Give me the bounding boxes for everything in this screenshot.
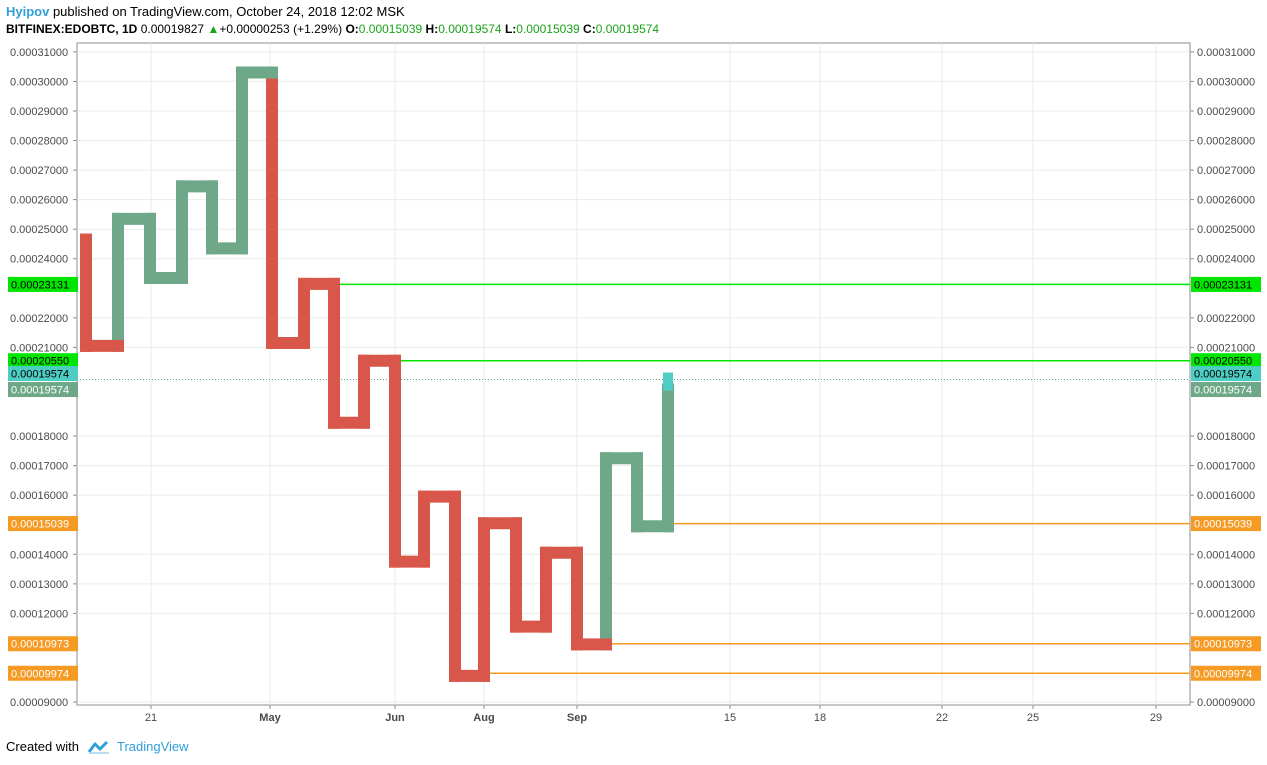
published-text: published on TradingView.com, October 24… bbox=[49, 4, 405, 19]
y-axis-tick-label-right: 0.00009000 bbox=[1197, 697, 1255, 709]
level-price-tag: 0.00009974 bbox=[11, 668, 69, 680]
y-axis-tick-label-right: 0.00016000 bbox=[1197, 490, 1255, 502]
open-label: O: bbox=[345, 22, 359, 36]
x-axis-tick-label: 21 bbox=[145, 712, 157, 724]
last-price-tag: 0.00019574 bbox=[1194, 369, 1252, 381]
level-price-tag: 0.00015039 bbox=[1194, 519, 1252, 531]
level-price-tag-bg bbox=[1191, 276, 1261, 292]
level-price-tag: 0.00010973 bbox=[11, 639, 69, 651]
price-change: +0.00000253 (+1.29%) bbox=[219, 22, 343, 36]
y-axis-tick-label-right: 0.00029000 bbox=[1197, 106, 1255, 118]
y-axis-tick-label-left: 0.00029000 bbox=[10, 106, 68, 118]
y-axis-tick-label-right: 0.00028000 bbox=[1197, 136, 1255, 148]
y-axis-tick-label-left: 0.00030000 bbox=[10, 76, 68, 88]
y-axis-tick-label-right: 0.00017000 bbox=[1197, 461, 1255, 473]
close-price-tag: 0.00019574 bbox=[1194, 385, 1252, 397]
y-axis-tick-label-right: 0.00030000 bbox=[1197, 76, 1255, 88]
high-label: H: bbox=[425, 22, 439, 36]
y-axis-tick-label-right: 0.00018000 bbox=[1197, 431, 1255, 443]
x-axis-tick-label: 25 bbox=[1027, 712, 1039, 724]
level-price-tag-bg bbox=[1191, 636, 1261, 652]
plot-area bbox=[76, 42, 1191, 706]
level-price-tag-bg bbox=[8, 276, 78, 292]
y-axis-tick-label-left: 0.00012000 bbox=[10, 608, 68, 620]
y-axis-tick-label-right: 0.00021000 bbox=[1197, 342, 1255, 354]
level-price-tag-bg bbox=[8, 353, 78, 369]
x-axis-tick-label: 18 bbox=[814, 712, 826, 724]
y-axis-tick-label-left: 0.00013000 bbox=[10, 579, 68, 591]
created-with-text: Created with bbox=[6, 739, 79, 754]
y-axis-tick-label-right: 0.00024000 bbox=[1197, 254, 1255, 266]
level-price-tag: 0.00009974 bbox=[1194, 668, 1252, 680]
close-price-tag-bg bbox=[1191, 382, 1261, 398]
x-axis-tick-label: 15 bbox=[724, 712, 736, 724]
change-up-icon: ▲ bbox=[207, 22, 220, 36]
y-axis-tick-label-right: 0.00031000 bbox=[1197, 47, 1255, 59]
y-axis-tick-label-left: 0.00022000 bbox=[10, 313, 68, 325]
author-name[interactable]: Hyipov bbox=[6, 4, 50, 19]
level-price-tag-bg bbox=[1191, 516, 1261, 532]
symbol-label: BITFINEX:EDOBTC, 1D bbox=[6, 22, 138, 36]
x-axis-tick-label: Aug bbox=[473, 712, 494, 724]
tradingview-logo-icon bbox=[87, 740, 109, 754]
y-axis-tick-label-left: 0.00028000 bbox=[10, 136, 68, 148]
level-price-tag: 0.00010973 bbox=[1194, 639, 1252, 651]
y-axis-tick-label-left: 0.00031000 bbox=[10, 47, 68, 59]
y-axis-tick-label-left: 0.00017000 bbox=[10, 461, 68, 473]
kagi-last-bar bbox=[663, 372, 673, 391]
y-axis-tick-label-left: 0.00026000 bbox=[10, 195, 68, 207]
x-axis-tick-label: 22 bbox=[936, 712, 948, 724]
level-price-tag: 0.00020550 bbox=[11, 356, 69, 368]
y-axis-tick-label-left: 0.00018000 bbox=[10, 431, 68, 443]
last-price-tag: 0.00019574 bbox=[11, 369, 69, 381]
y-axis-tick-label-right: 0.00027000 bbox=[1197, 165, 1255, 177]
y-axis-tick-label-right: 0.00014000 bbox=[1197, 549, 1255, 561]
last-price: 0.00019827 bbox=[140, 22, 205, 36]
y-axis-tick-label-left: 0.00025000 bbox=[10, 224, 68, 236]
y-axis-tick-label-left: 0.00014000 bbox=[10, 549, 68, 561]
y-axis-tick-label-left: 0.00009000 bbox=[10, 697, 68, 709]
y-axis-tick-label-right: 0.00012000 bbox=[1197, 608, 1255, 620]
x-axis-tick-label: Jun bbox=[385, 712, 405, 724]
close-price-tag-bg bbox=[8, 382, 78, 398]
x-axis-tick-label: May bbox=[259, 712, 281, 724]
y-axis-tick-label-right: 0.00013000 bbox=[1197, 579, 1255, 591]
y-axis-tick-label-right: 0.00025000 bbox=[1197, 224, 1255, 236]
footer: Created with TradingView bbox=[6, 739, 189, 754]
open-value: 0.00015039 bbox=[358, 22, 423, 36]
y-axis-tick-label-right: 0.00026000 bbox=[1197, 195, 1255, 207]
level-price-tag-bg bbox=[8, 516, 78, 532]
tradingview-link[interactable]: TradingView bbox=[116, 739, 189, 754]
high-value: 0.00019574 bbox=[438, 22, 502, 36]
y-axis-tick-label-left: 0.00016000 bbox=[10, 490, 68, 502]
level-price-tag-bg bbox=[1191, 353, 1261, 369]
level-price-tag: 0.00023131 bbox=[1194, 279, 1252, 291]
level-price-tag-bg bbox=[1191, 665, 1261, 681]
level-price-tag-bg bbox=[8, 636, 78, 652]
level-price-tag-bg bbox=[8, 665, 78, 681]
symbol-info-bar: BITFINEX:EDOBTC, 1D 0.00019827 ▲+0.00000… bbox=[6, 22, 659, 36]
close-value: 0.00019574 bbox=[595, 22, 660, 36]
level-price-tag: 0.00020550 bbox=[1194, 356, 1252, 368]
x-axis-tick-label: Sep bbox=[567, 712, 587, 724]
close-price-tag: 0.00019574 bbox=[11, 385, 69, 397]
last-price-tag-bg bbox=[8, 366, 78, 382]
close-label: C: bbox=[583, 22, 596, 36]
level-price-tag: 0.00015039 bbox=[11, 519, 69, 531]
y-axis-tick-label-left: 0.00024000 bbox=[10, 254, 68, 266]
publish-info: Hyipov published on TradingView.com, Oct… bbox=[6, 4, 405, 19]
y-axis-tick-label-left: 0.00027000 bbox=[10, 165, 68, 177]
low-value: 0.00015039 bbox=[516, 22, 580, 36]
y-axis-tick-label-left: 0.00021000 bbox=[10, 342, 68, 354]
last-price-tag-bg bbox=[1191, 366, 1261, 382]
low-label: L: bbox=[504, 22, 517, 36]
y-axis-tick-label-right: 0.00022000 bbox=[1197, 313, 1255, 325]
x-axis-tick-label: 29 bbox=[1150, 712, 1162, 724]
level-price-tag: 0.00023131 bbox=[11, 279, 69, 291]
